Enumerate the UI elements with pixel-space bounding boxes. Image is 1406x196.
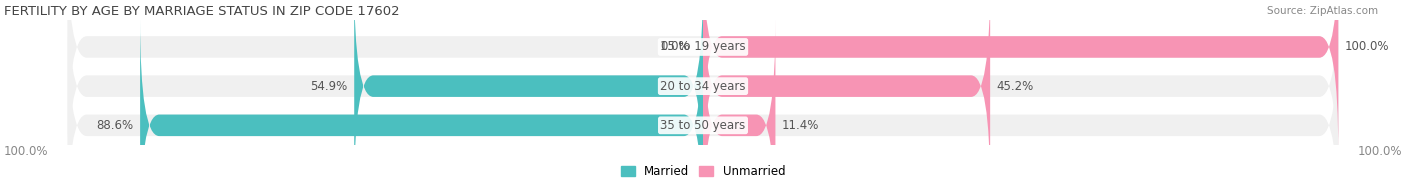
FancyBboxPatch shape: [141, 19, 703, 196]
Legend: Married, Unmarried: Married, Unmarried: [616, 161, 790, 183]
Text: 20 to 34 years: 20 to 34 years: [661, 80, 745, 93]
Text: 100.0%: 100.0%: [1357, 145, 1402, 158]
FancyBboxPatch shape: [703, 19, 776, 196]
Text: Source: ZipAtlas.com: Source: ZipAtlas.com: [1267, 6, 1378, 16]
FancyBboxPatch shape: [703, 0, 990, 193]
Text: 0.0%: 0.0%: [661, 40, 690, 54]
Text: 35 to 50 years: 35 to 50 years: [661, 119, 745, 132]
Text: 54.9%: 54.9%: [311, 80, 347, 93]
Text: 100.0%: 100.0%: [4, 145, 49, 158]
FancyBboxPatch shape: [354, 0, 703, 193]
FancyBboxPatch shape: [67, 19, 1339, 196]
FancyBboxPatch shape: [67, 0, 1339, 193]
Text: 11.4%: 11.4%: [782, 119, 820, 132]
Text: 88.6%: 88.6%: [97, 119, 134, 132]
Text: 45.2%: 45.2%: [997, 80, 1033, 93]
Text: FERTILITY BY AGE BY MARRIAGE STATUS IN ZIP CODE 17602: FERTILITY BY AGE BY MARRIAGE STATUS IN Z…: [4, 5, 399, 18]
FancyBboxPatch shape: [67, 0, 1339, 154]
Text: 100.0%: 100.0%: [1344, 40, 1389, 54]
Text: 15 to 19 years: 15 to 19 years: [661, 40, 745, 54]
FancyBboxPatch shape: [703, 0, 1339, 154]
